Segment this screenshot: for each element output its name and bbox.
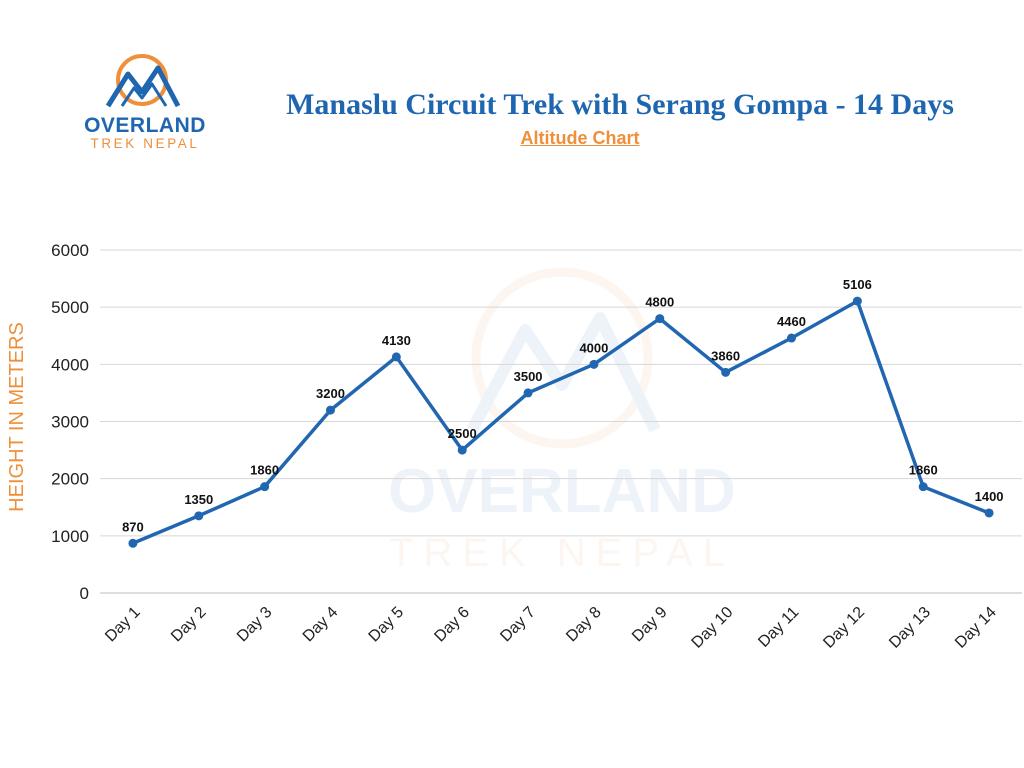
brand-logo: OVERLAND TREK NEPAL: [70, 52, 220, 156]
y-tick-label: 6000: [51, 241, 89, 260]
y-tick-label: 3000: [51, 413, 89, 432]
data-point: [128, 538, 138, 548]
x-tick-label: Day 12: [820, 604, 868, 652]
data-point: [721, 367, 731, 377]
data-label: 5106: [843, 277, 872, 292]
logo-tagline: TREK NEPAL: [90, 136, 200, 151]
x-tick-label: Day 4: [300, 604, 342, 646]
x-tick-label: Day 13: [886, 604, 934, 652]
x-tick-label: Day 5: [366, 604, 408, 646]
data-point: [457, 445, 467, 455]
page-subtitle: Altitude Chart: [520, 128, 640, 148]
data-points: [128, 296, 994, 548]
data-label: 4000: [579, 340, 608, 355]
data-label: 2500: [448, 426, 477, 441]
logo-wordmark: OVERLAND: [84, 114, 206, 137]
data-label: 3500: [514, 369, 543, 384]
data-point: [391, 352, 401, 362]
data-label: 4800: [645, 295, 674, 310]
watermark-logo: OVERLAND TREK NEPAL: [388, 267, 736, 575]
data-label: 1350: [184, 492, 213, 507]
data-label: 3860: [711, 348, 740, 363]
y-tick-label: 1000: [51, 527, 89, 546]
x-tick-label: Day 6: [431, 604, 473, 646]
y-tick-label: 5000: [51, 298, 89, 317]
data-label: 1400: [975, 489, 1004, 504]
data-label: 1860: [909, 463, 938, 478]
data-point: [655, 314, 665, 324]
x-tick-label: Day 10: [689, 604, 737, 652]
data-point: [523, 388, 533, 398]
y-axis-ticks: 0 1000 2000 3000 4000 5000 6000: [51, 241, 89, 603]
x-tick-label: Day 2: [168, 604, 210, 646]
gridlines: [100, 249, 1022, 594]
data-point: [787, 333, 796, 343]
x-tick-label: Day 14: [952, 604, 1000, 652]
svg-text:TREK NEPAL: TREK NEPAL: [389, 531, 735, 575]
data-point: [852, 296, 862, 306]
data-label: 1860: [250, 463, 279, 478]
x-tick-label: Day 1: [102, 604, 144, 646]
data-label: 870: [122, 519, 144, 534]
mountain-logo-icon: [105, 54, 181, 108]
svg-text:OVERLAND: OVERLAND: [388, 457, 736, 526]
data-label: 4460: [777, 314, 806, 329]
y-tick-label: 0: [80, 584, 89, 603]
data-point: [326, 405, 335, 415]
data-point: [194, 511, 204, 521]
x-tick-label: Day 9: [629, 604, 671, 646]
x-tick-label: Day 7: [497, 604, 539, 646]
page-title: Manaslu Circuit Trek with Serang Gompa -…: [286, 88, 954, 121]
y-tick-label: 4000: [51, 355, 89, 374]
x-tick-label: Day 8: [563, 604, 605, 646]
altitude-line: [132, 299, 990, 545]
data-point: [984, 508, 994, 518]
x-tick-label: Day 3: [234, 604, 276, 646]
data-point: [589, 359, 599, 369]
data-labels: 870 1350 1860 3200 4130 2500 3500 4000 4800 3860 4…: [122, 277, 1003, 534]
x-axis-ticks: Day 1 Day 2 Day 3 Day 4 Day 5 Day 6 Day 7 Day 8…: [102, 604, 1000, 652]
data-point: [260, 482, 270, 492]
data-label: 3200: [316, 386, 345, 401]
data-point: [918, 482, 928, 492]
data-label: 4130: [382, 333, 411, 348]
y-tick-label: 2000: [51, 470, 89, 489]
x-tick-label: Day 11: [755, 604, 802, 651]
